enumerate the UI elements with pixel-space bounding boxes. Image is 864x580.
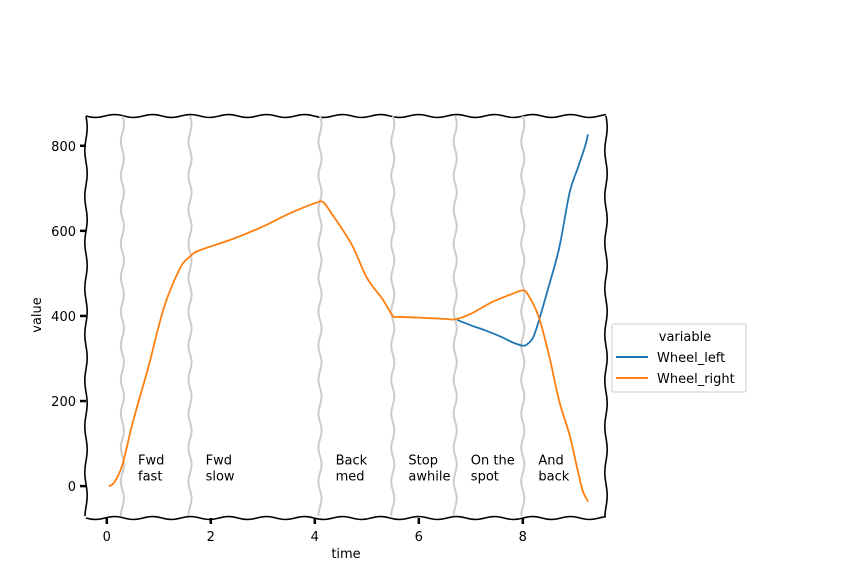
section-annotation: awhile	[408, 470, 450, 485]
y-tick-label: 400	[51, 310, 76, 325]
series-line-wheel-right	[108, 200, 589, 502]
section-annotation: back	[538, 470, 569, 485]
legend-title: variable	[659, 330, 711, 345]
divider-line	[119, 115, 125, 517]
y-tick-label: 600	[51, 225, 76, 240]
legend-items: Wheel_left Wheel_right	[616, 351, 735, 387]
section-annotation: Stop	[408, 454, 438, 469]
legend-box	[611, 323, 747, 393]
section-annotation: slow	[206, 470, 235, 485]
section-annotation: med	[336, 470, 365, 485]
series-layer	[108, 134, 589, 502]
section-divider-lines	[119, 115, 526, 517]
divider-line	[187, 115, 193, 517]
series-line-wheel-left	[456, 134, 589, 347]
section-annotation: Fwd	[206, 454, 232, 469]
section-annotation: spot	[471, 470, 499, 485]
section-annotation: Back	[336, 454, 368, 469]
section-annotation: And	[538, 454, 563, 469]
x-tick-label: 4	[311, 530, 319, 545]
spine-left	[83, 115, 89, 517]
spine-right	[603, 115, 609, 517]
x-axis-label: time	[331, 547, 360, 562]
x-tick-label: 6	[415, 530, 423, 545]
x-tick-label: 2	[207, 530, 215, 545]
axis-ticks: 0 2 4 6 8 0 200 400 600 800	[51, 140, 527, 545]
section-annotation: On the	[471, 454, 515, 469]
section-annotation: Fwd	[138, 454, 164, 469]
divider-line	[520, 115, 526, 517]
plot-frame	[83, 113, 609, 521]
y-tick-label: 800	[51, 140, 76, 155]
y-tick-label: 200	[51, 395, 76, 410]
divider-line	[452, 115, 458, 517]
legend-label: Wheel_right	[657, 372, 735, 387]
spine-top	[85, 113, 607, 119]
divider-line	[317, 115, 323, 517]
section-annotation: fast	[138, 470, 162, 485]
spine-bottom	[85, 515, 607, 521]
x-tick-label: 0	[103, 530, 111, 545]
legend: variable Wheel_left Wheel_right	[611, 323, 747, 393]
x-tick-label: 8	[519, 530, 527, 545]
y-axis-label: value	[30, 297, 45, 333]
y-tick-label: 0	[68, 480, 76, 495]
legend-label: Wheel_left	[657, 351, 725, 366]
